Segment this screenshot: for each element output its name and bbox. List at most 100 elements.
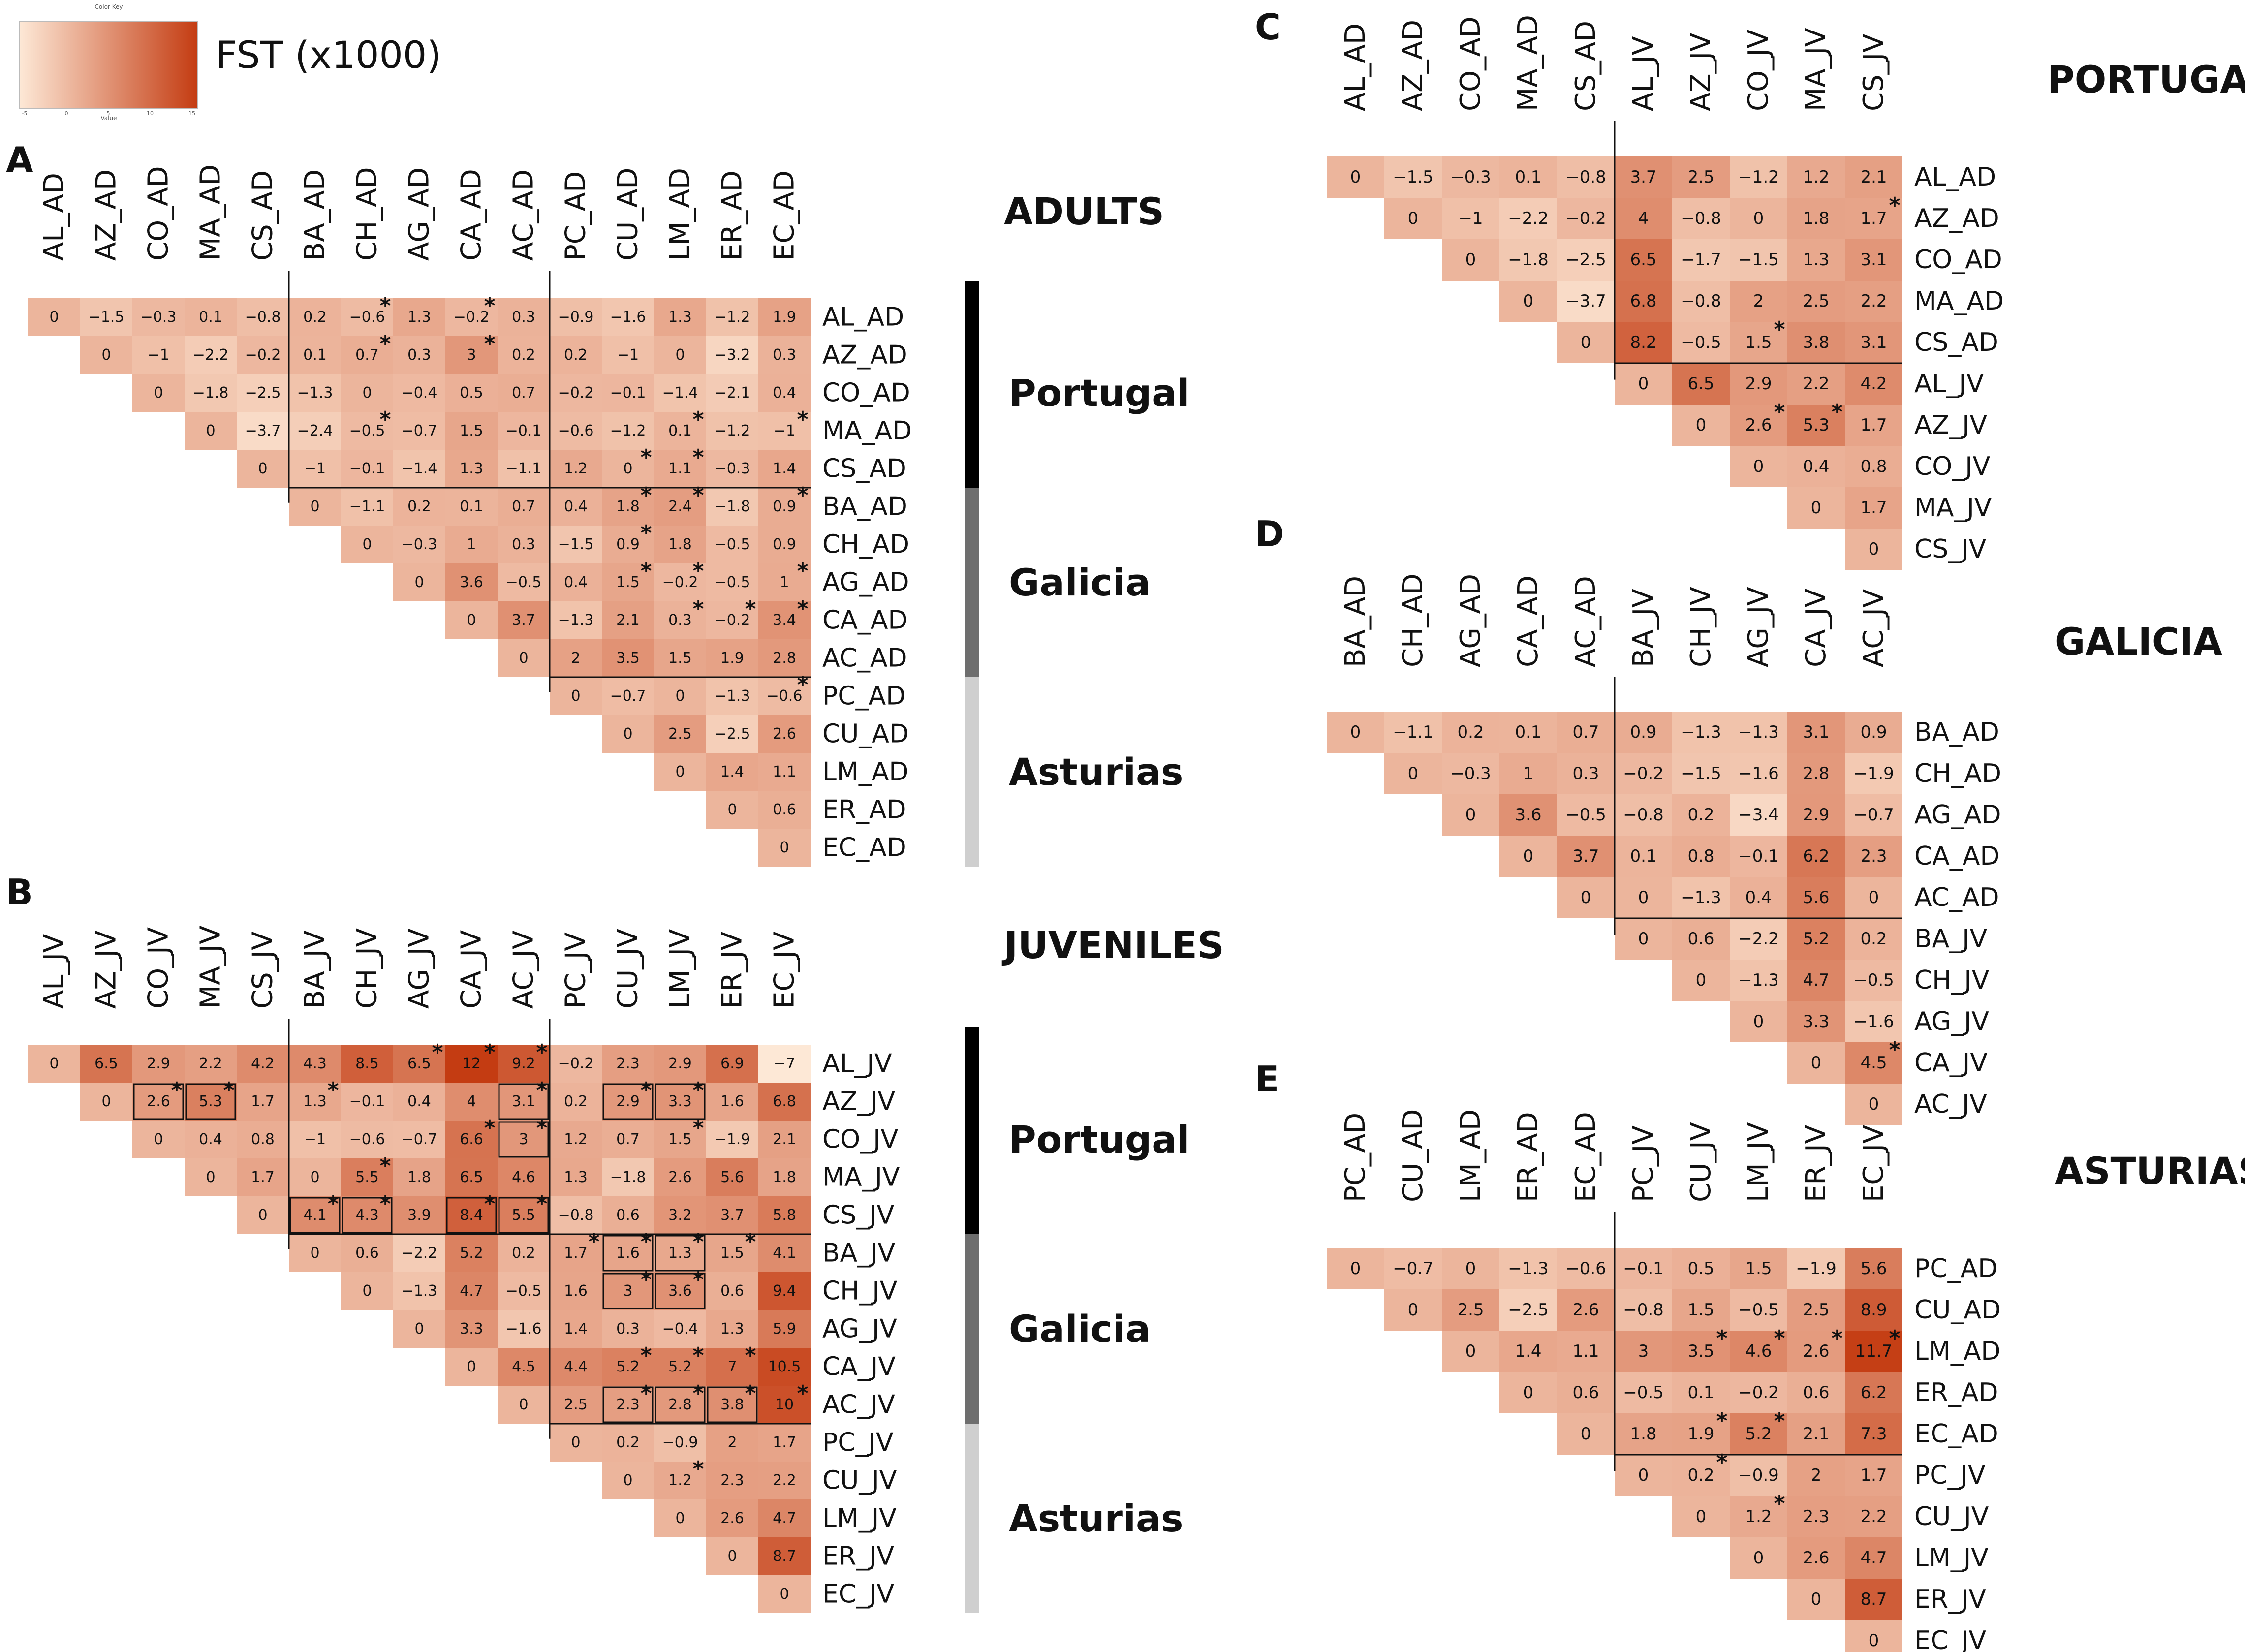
row-label: CA_AD [822,606,908,635]
significance-star: * [692,1078,704,1103]
cell-value: 10 [775,1396,794,1413]
heatmap-cell [1442,794,1499,836]
cell-value: 3.1 [1860,333,1887,352]
cell-value: 0 [623,460,632,477]
cell-value: 1.5 [1687,1300,1714,1320]
row-label: AL_JV [1914,369,1984,399]
heatmap-cell [1615,363,1672,405]
row-label: PC_AD [1914,1254,1997,1283]
cell-value: 0.5 [1687,1259,1714,1278]
cell-value: −1.8 [715,498,750,515]
significance-star: * [797,1381,808,1406]
cell-value: 6.9 [720,1055,744,1072]
significance-star: * [797,596,808,622]
cell-value: 1.4 [1515,1341,1541,1361]
color-key-ticks: -5 0 5 10 15 [22,110,195,117]
cell-value: −1.3 [1681,722,1721,742]
cell-value: 0.3 [616,1320,640,1338]
cell-value: 2.5 [668,725,692,743]
column-label: BA_JV [299,930,331,1009]
significance-star: * [379,1191,391,1216]
group-bar [965,1234,979,1424]
cell-value: −2.2 [1738,929,1779,949]
heatmap-cell [1787,363,1845,405]
cell-value: 0 [206,1169,215,1186]
heatmap-cell [1845,1372,1902,1413]
heatmap-cell [706,639,758,677]
significance-star: * [484,331,495,356]
heatmap-cell [758,374,811,412]
heatmap-cell [498,639,550,677]
heatmap-cell [1730,1289,1787,1331]
heatmap-cell [445,1348,498,1386]
heatmap-cell [445,1045,498,1083]
heatmap-cell [132,374,185,412]
cell-value: 0.4 [1803,457,1829,476]
cell-value: 0 [1753,1548,1764,1568]
cell-value: 3.3 [1803,1012,1829,1031]
cell-value: 8.7 [773,1548,796,1565]
row-label: BA_JV [1914,924,1988,954]
cell-value: 2.2 [773,1472,796,1489]
heatmap-cell [341,1158,393,1196]
cell-value: 0 [1638,888,1649,907]
cell-value: −1 [774,422,795,439]
heatmap-cell [341,336,393,374]
cell-value: 1.4 [564,1320,588,1338]
heatmap-cell [341,1045,393,1083]
significance-star: * [692,559,704,584]
cell-value: 3.8 [720,1396,744,1413]
heatmap-cell [1845,753,1902,794]
cell-value: 4.5 [512,1358,535,1375]
heatmap-cell [1557,753,1615,794]
heatmap-cell [1557,836,1615,877]
heatmap-cell [1672,1496,1730,1537]
cell-value: 0 [258,1207,267,1224]
group-label: Asturias [1009,750,1184,794]
column-label: CH_AD [1397,573,1429,667]
heatmap-cell [1845,1579,1902,1620]
column-label: CA_JV [1800,589,1832,667]
column-label: CO_JV [143,927,175,1009]
heatmap-cell [1615,836,1672,877]
cell-value: 0 [1753,1012,1764,1031]
cell-value: −0.1 [349,1093,385,1110]
heatmap-cell [445,601,498,639]
heatmap-cell [1672,918,1730,960]
cell-value: 10.5 [768,1358,801,1375]
cell-value: 3.2 [668,1207,692,1224]
cell-value: 0 [675,346,685,364]
panel-e-asturias: E ASTURIAS PC_AD CU_AD LM_AD ER_AD EC_AD PC_JV C… [1255,1059,2245,1652]
heatmap-cell [654,450,706,488]
heatmap-cell [1557,1289,1615,1331]
heatmap-cell [1845,1496,1902,1537]
heatmap-cell [498,374,550,412]
significance-box [655,1235,706,1272]
heatmap-cell [1615,712,1672,753]
cell-value: 0 [1581,333,1591,352]
cell-value: −0.5 [715,574,750,591]
cell-value: 1.3 [407,309,431,326]
cell-value: 6.5 [94,1055,118,1072]
significance-star: * [640,1078,652,1103]
significance-star: * [692,1343,704,1368]
heatmap-cell [185,374,237,412]
heatmap-cell [393,412,445,450]
cell-value: 3 [623,1282,632,1300]
heatmap-cell [654,753,706,791]
cell-value: 4.7 [773,1510,796,1527]
cell-value: −0.8 [1681,209,1721,228]
column-label: LM_JV [664,929,696,1009]
cell-value: 0.6 [773,801,796,818]
cell-value: 0 [1638,929,1649,949]
cell-value: 0 [1523,1383,1534,1403]
heatmap-cell [1787,1537,1845,1579]
cell-value: 0 [675,687,685,705]
cell-value: 2.3 [720,1472,744,1489]
heatmap-cell [550,1234,602,1272]
column-label: AZ_AD [91,169,123,261]
cell-value: 1.7 [251,1169,275,1186]
heatmap-cell [706,753,758,791]
cell-value: 2.5 [1803,291,1829,311]
column-label: AG_JV [1743,587,1775,667]
